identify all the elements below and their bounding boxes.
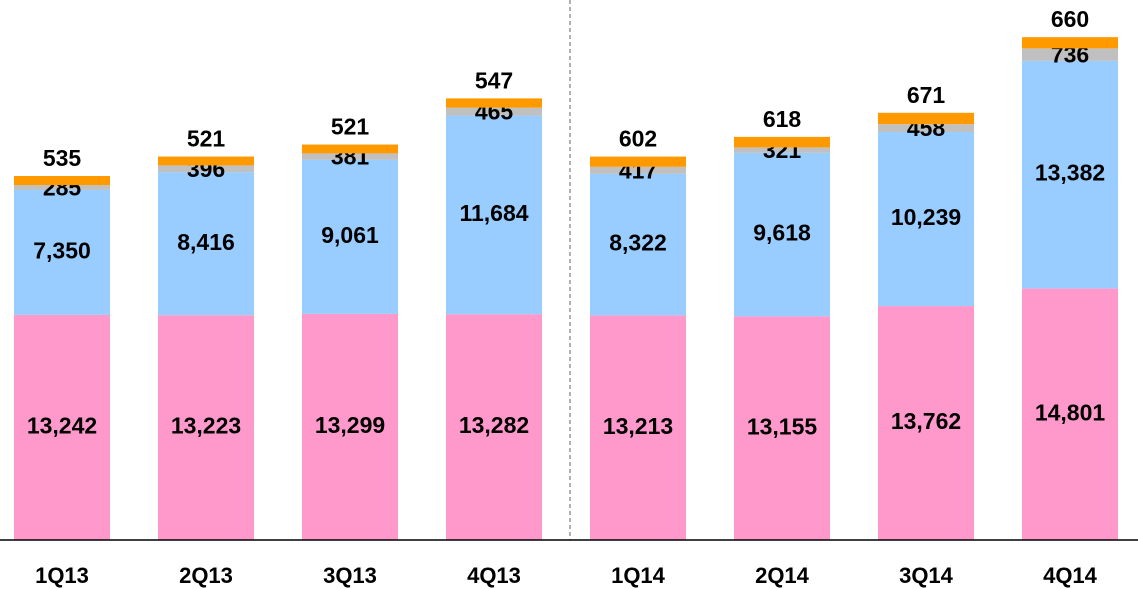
value-label: 11,684: [459, 200, 528, 226]
bar-segment: [14, 175, 110, 186]
value-label: 13,299: [315, 412, 385, 438]
value-label: 13,382: [1035, 160, 1105, 186]
bar-segment: [1022, 288, 1118, 540]
value-label: 7,350: [33, 237, 91, 263]
bar-segment: [14, 314, 110, 540]
bar-segment: [734, 147, 830, 153]
value-label: 521: [187, 126, 226, 152]
bar-segment: [302, 153, 398, 160]
bar-segment: [734, 136, 830, 148]
bar-segment: [158, 156, 254, 166]
bar-segment: [878, 112, 974, 125]
value-label: 14,801: [1035, 399, 1106, 425]
bar-segment: [158, 172, 254, 316]
value-label: 13,242: [27, 413, 97, 439]
value-label: 602: [619, 126, 657, 152]
bar-segment: [734, 152, 830, 317]
bar-segment: [302, 144, 398, 154]
bar-segment: [590, 315, 686, 540]
x-tick-label: 4Q14: [1043, 563, 1098, 588]
value-label: 9,061: [321, 222, 379, 248]
bar-segment: [14, 189, 110, 315]
bar-segment: [446, 115, 542, 315]
x-tick-label: 3Q13: [323, 563, 377, 588]
bar-segment: [1022, 37, 1118, 49]
x-tick-label: 3Q14: [899, 563, 954, 588]
x-tick-label: 4Q13: [467, 563, 521, 588]
value-label: 13,762: [891, 408, 961, 434]
value-label: 13,155: [747, 413, 818, 439]
bar-segment: [590, 156, 686, 167]
value-label: 10,239: [891, 204, 961, 230]
value-label: 671: [907, 82, 946, 108]
bar-segment: [1022, 48, 1118, 61]
x-tick-label: 2Q13: [179, 563, 233, 588]
value-label: 8,322: [609, 230, 667, 256]
x-tick-label: 1Q13: [35, 563, 89, 588]
bar-segment: [158, 165, 254, 173]
bar-segment: [878, 306, 974, 540]
value-label: 13,223: [171, 413, 241, 439]
value-label: 8,416: [177, 229, 235, 255]
bar-segment: [590, 173, 686, 316]
value-label: 9,618: [753, 220, 811, 246]
bar-segment: [302, 159, 398, 314]
bar-segment: [734, 316, 830, 540]
x-tick-label: 1Q14: [611, 563, 666, 588]
value-label: 547: [475, 67, 513, 93]
value-label: 618: [763, 106, 802, 132]
bar-segment: [446, 98, 542, 108]
bar-segment: [878, 124, 974, 132]
bar-segment: [1022, 60, 1118, 289]
x-tick-label: 2Q14: [755, 563, 810, 588]
bar-segment: [446, 314, 542, 540]
bar-segment: [14, 185, 110, 190]
bar-segment: [158, 315, 254, 540]
bar-segment: [446, 107, 542, 116]
bar-segment: [878, 131, 974, 307]
bar-segment: [302, 313, 398, 540]
value-label: 535: [43, 145, 82, 171]
value-label: 13,213: [603, 413, 673, 439]
value-label: 660: [1051, 6, 1089, 32]
value-label: 13,282: [459, 412, 529, 438]
value-label: 521: [331, 114, 370, 140]
bar-segment: [590, 166, 686, 174]
